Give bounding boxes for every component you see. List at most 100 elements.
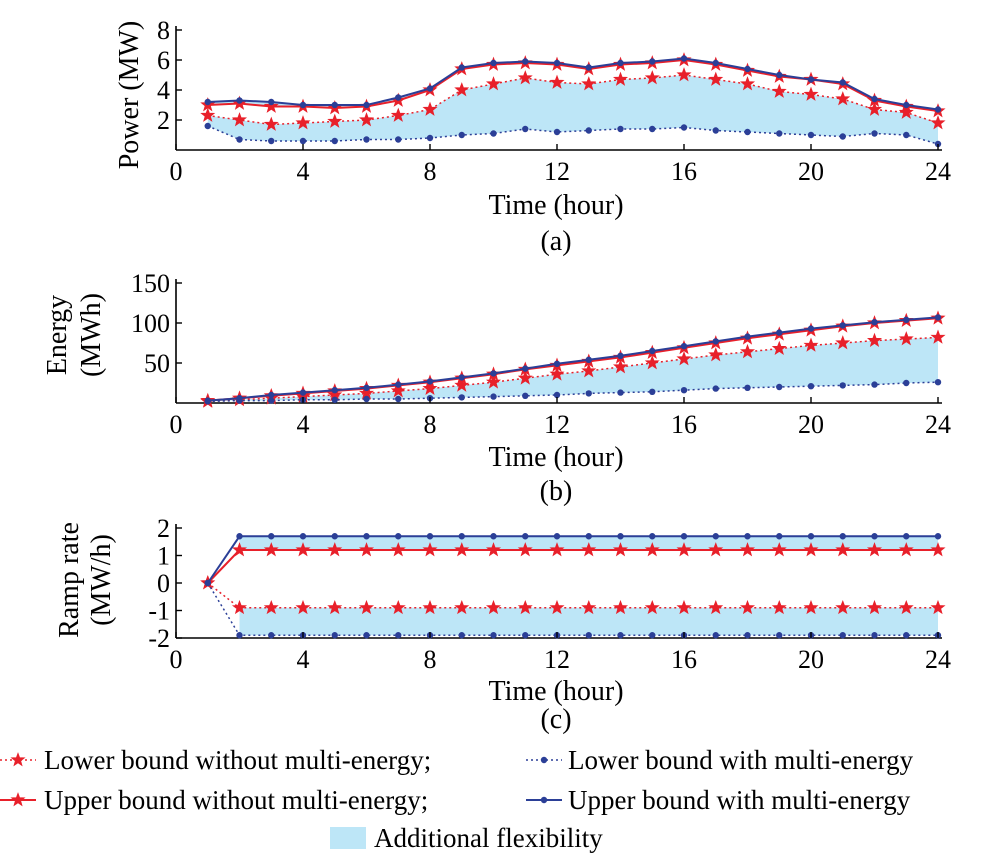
- data-point: [585, 390, 592, 397]
- data-point: [807, 325, 815, 332]
- data-point: [458, 131, 465, 139]
- data-point: [390, 383, 406, 398]
- data-point: [708, 71, 724, 86]
- data-point: [299, 389, 307, 396]
- data-point: [680, 55, 688, 62]
- data-point: [708, 347, 724, 362]
- data-point: [390, 599, 406, 615]
- data-point: [395, 533, 402, 540]
- data-point: [680, 124, 688, 131]
- star-marker-icon: [10, 792, 26, 807]
- data-point: [363, 136, 370, 143]
- data-point: [363, 632, 370, 639]
- data-point: [458, 394, 465, 401]
- data-point: [363, 101, 370, 109]
- data-point: [522, 533, 529, 540]
- y-tick-label: 150: [131, 269, 170, 298]
- data-point: [390, 107, 406, 122]
- data-point: [426, 134, 434, 142]
- legend-label-upper-with: Upper bound with multi-energy: [568, 785, 911, 815]
- data-point: [771, 340, 787, 356]
- data-point: [871, 381, 878, 388]
- y-tick-label: 6: [157, 46, 170, 75]
- x-tick-label: 24: [925, 157, 951, 186]
- data-point: [363, 533, 370, 540]
- data-point: [739, 599, 756, 615]
- y-tick-label: 8: [157, 16, 170, 45]
- data-point: [776, 533, 783, 540]
- data-point: [581, 363, 597, 378]
- x-tick-label: 20: [798, 645, 824, 674]
- data-point: [871, 130, 878, 137]
- x-tick-label: 8: [424, 410, 437, 439]
- data-point: [299, 533, 307, 540]
- data-point: [903, 533, 910, 540]
- data-point: [866, 332, 883, 348]
- data-point: [549, 366, 565, 381]
- data-point: [268, 391, 275, 399]
- data-point: [803, 599, 819, 615]
- data-point: [458, 64, 465, 71]
- data-point: [490, 370, 497, 377]
- data-point: [295, 599, 311, 615]
- data-point: [712, 338, 719, 345]
- x-tick-label: 8: [424, 157, 437, 186]
- data-point: [649, 533, 656, 540]
- additional-flexibility-area-lower: [239, 607, 938, 636]
- x-tick-label: 16: [671, 410, 697, 439]
- x-tick-label: 0: [170, 157, 183, 186]
- x-tick-label: 4: [297, 410, 310, 439]
- data-point: [204, 579, 211, 587]
- data-point: [295, 115, 311, 130]
- data-point: [930, 542, 946, 557]
- legend-marker-shape: [540, 756, 548, 764]
- data-point: [771, 599, 787, 615]
- data-point: [485, 542, 502, 557]
- x-tick-label: 24: [925, 410, 951, 439]
- data-point: [649, 632, 656, 639]
- data-point: [744, 533, 751, 540]
- series-line: [207, 336, 939, 403]
- data-point: [617, 59, 624, 67]
- data-point: [839, 322, 846, 329]
- data-point: [649, 347, 656, 355]
- data-point: [549, 542, 565, 557]
- data-point: [395, 632, 402, 639]
- data-point: [676, 67, 692, 82]
- data-point: [231, 542, 248, 557]
- data-point: [327, 113, 343, 128]
- x-tick-label: 12: [544, 157, 570, 186]
- y-tick-label: -2: [148, 624, 170, 653]
- data-point: [585, 632, 592, 639]
- series-lower-with: [204, 579, 942, 639]
- data-point: [712, 385, 719, 392]
- data-point: [744, 384, 751, 391]
- series-upper-with: [204, 314, 942, 404]
- data-point: [490, 59, 497, 67]
- x-tick-label: 8: [424, 645, 437, 674]
- data-point: [522, 365, 529, 372]
- data-point: [712, 59, 719, 67]
- x-tick-label: 20: [798, 157, 824, 186]
- data-point: [200, 107, 216, 122]
- data-point: [807, 76, 815, 83]
- data-point: [744, 128, 751, 136]
- y-axis-title-line1: Ramp rate: [54, 522, 85, 638]
- y-tick-label: 2: [157, 106, 170, 135]
- data-point: [839, 382, 846, 389]
- data-point: [803, 86, 819, 101]
- data-point: [268, 98, 275, 106]
- baseline-flexibility-area: [207, 60, 939, 125]
- data-point: [485, 374, 502, 389]
- data-point: [649, 125, 656, 133]
- data-point: [871, 95, 878, 103]
- dot-marker-icon: [540, 796, 548, 804]
- data-point: [835, 542, 851, 557]
- data-point: [395, 94, 402, 101]
- panel-label: (a): [540, 226, 571, 257]
- data-point: [708, 542, 724, 557]
- data-point: [898, 331, 914, 346]
- data-point: [680, 387, 688, 394]
- data-point: [395, 381, 402, 388]
